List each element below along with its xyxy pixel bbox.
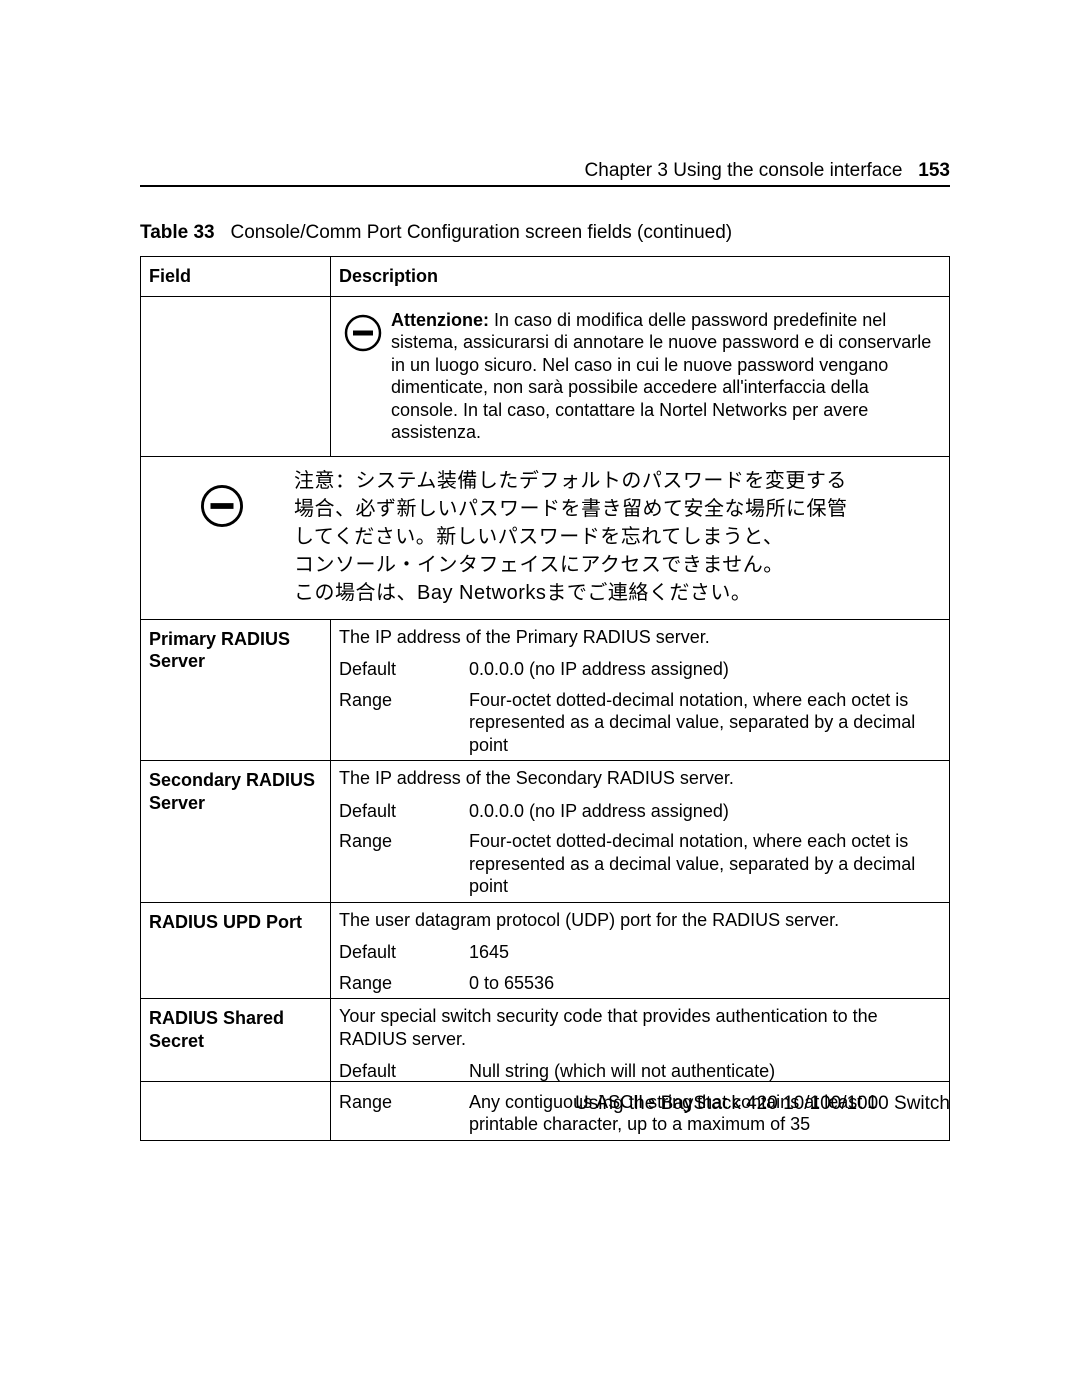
default-value: 0.0.0.0 (no IP address assigned): [469, 658, 941, 681]
range-label: Range: [339, 1091, 469, 1136]
header-rule: [140, 185, 950, 187]
range-value: 0 to 65536: [469, 972, 941, 995]
desc-attenzione: Attenzione: In caso di modifica delle pa…: [331, 296, 950, 456]
field-empty: [141, 296, 331, 456]
jp-line: 場合、必ず新しいパスワードを書き留めて安全な場所に保管: [294, 495, 939, 523]
attenzione-block: Attenzione: In caso di modifica delle pa…: [331, 297, 949, 456]
col-description: Description: [331, 257, 950, 297]
default-row: Default 0.0.0.0 (no IP address assigned): [331, 654, 949, 685]
chapter-title: Chapter 3 Using the console interface: [585, 160, 903, 181]
default-label: Default: [339, 800, 469, 823]
table-caption-text: Console/Comm Port Configuration screen f…: [230, 222, 732, 243]
row-primary-radius: Primary RADIUS Server The IP address of …: [141, 619, 950, 761]
chapter-header: Chapter 3 Using the console interface 15…: [140, 160, 950, 182]
desc-text: The IP address of the Primary RADIUS ser…: [331, 620, 949, 655]
row-japanese: 注意：システム装備したデフォルトのパスワードを変更する 場合、必ず新しいパスワー…: [141, 456, 950, 619]
jp-line: 注意：システム装備したデフォルトのパスワードを変更する: [294, 467, 939, 495]
caution-icon: [149, 467, 294, 529]
default-row: Default 1645: [331, 937, 949, 968]
desc-radius-udp: The user datagram protocol (UDP) port fo…: [331, 902, 950, 999]
range-row: Range Four-octet dotted-decimal notation…: [331, 826, 949, 902]
default-value: 1645: [469, 941, 941, 964]
range-label: Range: [339, 972, 469, 995]
default-label: Default: [339, 941, 469, 964]
desc-text: The user datagram protocol (UDP) port fo…: [331, 903, 949, 938]
attenzione-bold: Attenzione:: [391, 310, 489, 330]
footer-text: Using the BayStack 420 10/100/1000 Switc…: [575, 1093, 950, 1115]
config-table: Field Description Attenzione: In caso di…: [140, 256, 950, 1141]
jp-line: コンソール・インタフェイスにアクセスできません。: [294, 551, 939, 579]
default-label: Default: [339, 1060, 469, 1083]
field-primary-radius: Primary RADIUS Server: [141, 619, 331, 761]
desc-primary-radius: The IP address of the Primary RADIUS ser…: [331, 619, 950, 761]
page: Chapter 3 Using the console interface 15…: [0, 0, 1080, 1397]
desc-radius-secret: Your special switch security code that p…: [331, 999, 950, 1141]
table-label: Table 33: [140, 222, 215, 243]
row-radius-udp: RADIUS UPD Port The user datagram protoc…: [141, 902, 950, 999]
attenzione-text: Attenzione: In caso di modifica delle pa…: [385, 309, 939, 444]
row-secondary-radius: Secondary RADIUS Server The IP address o…: [141, 761, 950, 903]
desc-secondary-radius: The IP address of the Secondary RADIUS s…: [331, 761, 950, 903]
range-row: Range 0 to 65536: [331, 968, 949, 999]
japanese-text: 注意：システム装備したデフォルトのパスワードを変更する 場合、必ず新しいパスワー…: [294, 467, 939, 607]
range-value: Four-octet dotted-decimal notation, wher…: [469, 830, 941, 898]
japanese-cell: 注意：システム装備したデフォルトのパスワードを変更する 場合、必ず新しいパスワー…: [141, 456, 950, 619]
table-header-row: Field Description: [141, 257, 950, 297]
table-caption: Table 33 Console/Comm Port Configuration…: [140, 222, 950, 244]
field-radius-secret: RADIUS Shared Secret: [141, 999, 331, 1141]
field-radius-udp: RADIUS UPD Port: [141, 902, 331, 999]
default-value: Null string (which will not authenticate…: [469, 1060, 941, 1083]
row-attenzione: Attenzione: In caso di modifica delle pa…: [141, 296, 950, 456]
default-row: Default 0.0.0.0 (no IP address assigned): [331, 796, 949, 827]
caution-icon: [341, 309, 385, 353]
row-radius-secret: RADIUS Shared Secret Your special switch…: [141, 999, 950, 1141]
page-number: 153: [918, 160, 950, 181]
jp-line: してください。新しいパスワードを忘れてしまうと、: [294, 523, 939, 551]
footer-rule: [140, 1081, 950, 1082]
range-label: Range: [339, 830, 469, 898]
desc-text: Your special switch security code that p…: [331, 999, 949, 1056]
range-label: Range: [339, 689, 469, 757]
japanese-block: 注意：システム装備したデフォルトのパスワードを変更する 場合、必ず新しいパスワー…: [141, 457, 949, 619]
col-field: Field: [141, 257, 331, 297]
default-label: Default: [339, 658, 469, 681]
range-value: Four-octet dotted-decimal notation, wher…: [469, 689, 941, 757]
field-secondary-radius: Secondary RADIUS Server: [141, 761, 331, 903]
desc-text: The IP address of the Secondary RADIUS s…: [331, 761, 949, 796]
jp-line: この場合は、Bay Networksまでご連絡ください。: [294, 579, 939, 607]
default-value: 0.0.0.0 (no IP address assigned): [469, 800, 941, 823]
range-row: Range Four-octet dotted-decimal notation…: [331, 685, 949, 761]
